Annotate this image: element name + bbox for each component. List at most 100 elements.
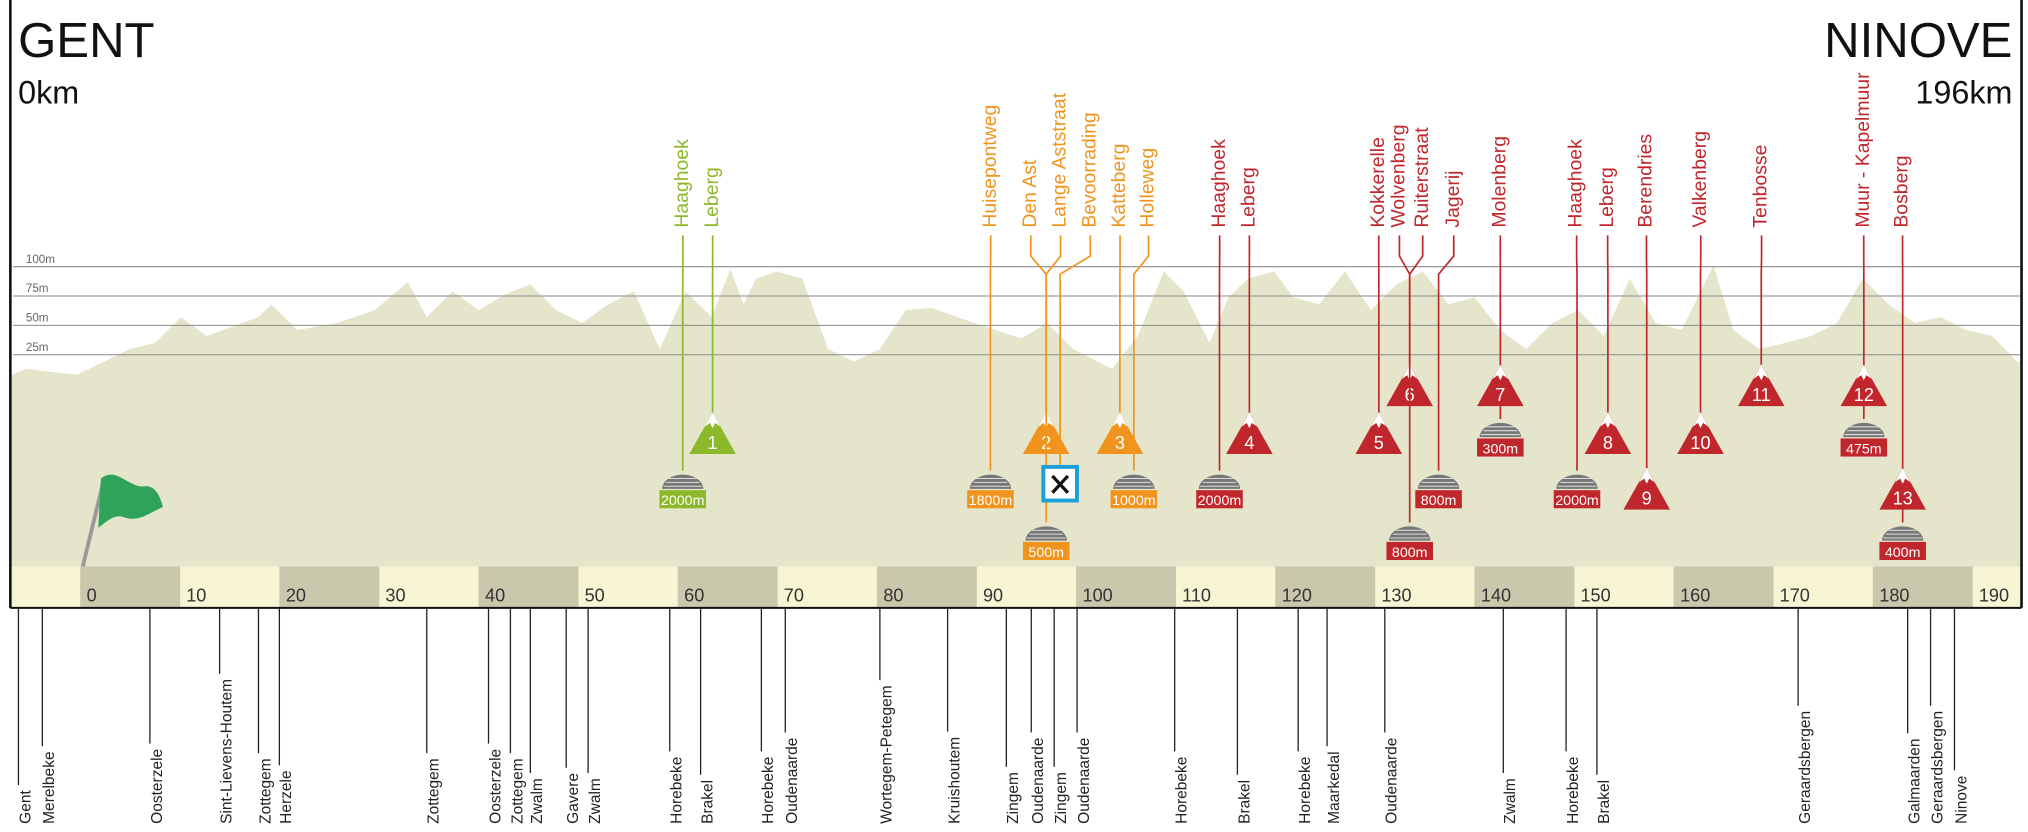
climb-triangle [1096, 412, 1144, 454]
marker-line [1059, 235, 1092, 466]
km-label: 60 [684, 585, 704, 605]
marker-line [1408, 235, 1424, 523]
altitude-label: 75m [26, 282, 49, 295]
cobble-length: 2000m [1555, 493, 1598, 509]
town-label: Gavere [565, 773, 582, 824]
town-label: Galmaarden [1907, 738, 1924, 823]
climb-number: 12 [1854, 385, 1874, 405]
town-label: Merelbeke [41, 751, 58, 823]
town-label: Ninove [1953, 776, 1970, 824]
town-label: Oudenaarde [784, 738, 801, 824]
climb-label: Molenberg [1488, 136, 1510, 228]
cobble-badge [1110, 490, 1158, 509]
cobble-badge [967, 490, 1014, 509]
climb-label: Haaghoek [1208, 139, 1230, 228]
climb-label: Holleweg [1137, 148, 1159, 228]
town-label: Horebeke [1174, 757, 1191, 824]
cobble-badge [1196, 490, 1243, 509]
km-band-segment [478, 566, 579, 608]
cobble-badge [1022, 541, 1070, 561]
climb-label: Haaghoek [671, 139, 693, 228]
town-label: Zottegem [426, 758, 443, 824]
km-label: 70 [784, 585, 804, 605]
climb-triangle [689, 412, 736, 454]
town-label: Horebeke [1297, 757, 1314, 824]
cobble-length: 500m [1028, 545, 1064, 561]
finish-km: 196km [1915, 74, 2012, 110]
climb-number: 3 [1115, 433, 1125, 453]
climb-label: Den Ast [1019, 159, 1041, 228]
climb-label: Huisepontweg [979, 105, 1001, 228]
cobble-length: 2000m [1198, 493, 1241, 509]
climb-label: Leberg [1596, 167, 1618, 227]
elevation-profile [10, 265, 2022, 567]
town-label: Zingem [1053, 772, 1070, 824]
town-label: Oudenaarde [1076, 738, 1093, 824]
climb-number: 4 [1244, 433, 1254, 453]
km-label: 90 [983, 585, 1003, 605]
cobble-badge [1477, 438, 1524, 457]
cobble-length: 800m [1421, 493, 1457, 509]
climb-triangle [1677, 412, 1724, 454]
climb-snowcap [1492, 364, 1509, 381]
climb-number: 8 [1603, 433, 1613, 453]
km-label: 30 [385, 585, 405, 605]
climb-number: 5 [1374, 433, 1384, 453]
town-label: Maarkedal [1326, 751, 1343, 823]
town-label: Horebeke [760, 757, 777, 824]
finish-city: NINOVE [1824, 14, 2012, 68]
cobble-badge [1840, 438, 1888, 457]
km-label: 180 [1879, 585, 1909, 605]
town-label: Oosterzele [149, 749, 166, 824]
km-band-segment [279, 566, 379, 608]
km-label: 10 [186, 585, 206, 605]
town-label: Zwalm [587, 778, 604, 824]
town-label: Sint-Lievens-Houtem [218, 679, 235, 824]
climb-label: Jagerij [1442, 171, 1464, 228]
town-label: Geraardsbergen [1797, 711, 1814, 824]
km-band-segment [80, 566, 180, 608]
climb-triangle [1355, 412, 1403, 454]
km-label: 120 [1282, 585, 1312, 605]
km-band-segment [1474, 566, 1575, 608]
town-label: Brakel [1236, 780, 1253, 824]
km-label: 160 [1680, 585, 1710, 605]
town-label: Oosterzele [487, 749, 504, 824]
km-label: 130 [1381, 585, 1411, 605]
cobble-length: 1800m [969, 493, 1012, 509]
cobble-length: 400m [1885, 545, 1921, 561]
climb-snowcap [1241, 412, 1258, 429]
km-label: 40 [485, 585, 505, 605]
cobble-length: 475m [1846, 441, 1882, 457]
climb-snowcap [1638, 468, 1655, 484]
km-label: 150 [1580, 585, 1610, 605]
climb-label: Valkenberg [1689, 131, 1711, 228]
town-label: Horebeke [1565, 757, 1582, 824]
km-band-segment [1275, 566, 1375, 608]
town-label: Horebeke [669, 757, 686, 824]
climb-number: 11 [1752, 385, 1771, 405]
marker-line [1133, 235, 1150, 471]
marker-line [1437, 235, 1455, 471]
climb-number: 13 [1893, 488, 1913, 508]
town-label: Herzele [278, 770, 295, 823]
climb-triangle [1477, 364, 1524, 407]
climb-triangle [1737, 364, 1785, 407]
start-km: 0km [18, 74, 79, 110]
cobble-length: 1000m [1112, 493, 1155, 509]
km-label: 80 [883, 585, 903, 605]
km-label: 0 [87, 585, 97, 605]
km-label: 20 [286, 585, 306, 605]
town-label: Gent [17, 790, 34, 824]
km-label: 50 [585, 585, 605, 605]
km-label: 110 [1182, 585, 1211, 605]
town-label: Brakel [699, 780, 716, 824]
climb-number: 10 [1690, 433, 1710, 453]
km-band-segment [1872, 566, 1973, 608]
climb-label: Bevoorrading [1078, 112, 1100, 227]
town-label: Zingem [1005, 772, 1022, 824]
climb-snowcap [1112, 412, 1128, 429]
cobble-length: 800m [1392, 545, 1428, 561]
km-label: 100 [1083, 585, 1113, 605]
